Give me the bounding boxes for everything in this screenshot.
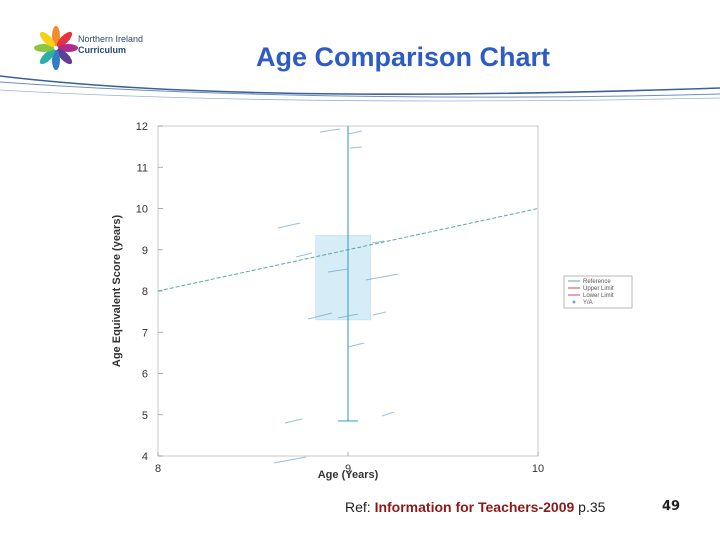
distribution-box [315,235,372,321]
annotation-mark [365,273,399,281]
y-tick-label: 11 [137,162,148,174]
page-number: 49 [662,499,681,514]
annotation-mark [349,146,363,149]
annotation-mark [347,342,365,348]
legend-label: Y/A [583,300,593,306]
logo-petal [58,44,78,52]
logo-text: Northern Ireland Curriculum [78,34,143,56]
annotation-mark [372,311,387,316]
x-tick-label: 8 [155,463,161,475]
reference-note: Ref: Information for Teachers-2009 p.35 [345,499,605,515]
logo-petal [56,31,73,48]
y-tick-label: 4 [142,451,148,463]
northern-ireland-curriculum-logo [34,26,78,70]
logo-petal [34,44,54,52]
annotation-mark [295,252,313,258]
reference-line [157,208,539,292]
annotation-mark [277,222,301,229]
y-axis-ticks: 4 5 6 7 8 9 10 11 12 [136,121,163,463]
x-tick-label: 10 [532,463,544,475]
legend: Reference Upper Limit Lower Limit Y/A [563,275,633,309]
logo-petal [52,50,60,70]
x-axis-label: Age (Years) [318,469,379,481]
x-axis-ticks: 8 9 10 [155,452,544,475]
y-tick-label: 9 [142,245,148,257]
header-swoosh [0,75,720,102]
annotation-mark [327,268,349,273]
reference-source: Information for Teachers-2009 [374,499,575,515]
reference-suffix: p.35 [574,499,606,515]
logo-line-1: Northern Ireland [78,34,144,44]
annotation-mark [319,128,341,133]
annotation-mark [307,312,333,320]
logo-petal [39,31,56,48]
legend-label: Upper Limit [583,286,614,292]
logo-petal [39,48,56,65]
annotation-mark [273,456,307,464]
slide-title: Age Comparison Chart [255,42,551,72]
logo-petal [56,48,73,65]
faint-annotations [273,128,399,464]
logo-petal [52,26,60,46]
legend-label: Reference [583,279,611,285]
swoosh-stroke-2 [0,81,720,98]
reference-prefix: Ref: [345,499,375,515]
y-tick-label: 5 [142,410,148,422]
annotation-mark [381,411,395,417]
y-tick-label: 6 [142,369,148,381]
x-tick-label: 9 [345,463,351,475]
annotation-mark [371,240,385,244]
age-comparison-chart: 4 5 6 7 8 9 10 11 12 8 9 10 Reference Upper Limit … [111,121,633,481]
y-axis-label: Age Equivalent Score (years) [111,215,123,368]
y-tick-label: 7 [142,327,148,339]
logo-line-2: Curriculum [78,45,127,55]
annotation-mark [337,313,359,319]
swoosh-stroke-3 [0,89,720,102]
annotation-mark [284,418,303,424]
y-tick-label: 8 [142,286,148,298]
y-tick-label: 12 [136,121,148,133]
legend-swatch-ya [572,300,576,304]
legend-label: Lower Limit [583,293,614,299]
swoosh-stroke-1 [0,75,720,95]
annotation-mark [347,130,363,135]
y-tick-label: 10 [136,204,148,216]
